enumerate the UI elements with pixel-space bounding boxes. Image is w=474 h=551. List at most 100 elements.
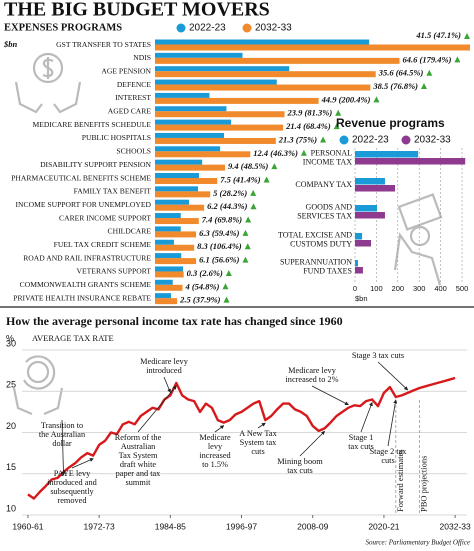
change-label: 6.2 (44.3%)	[207, 201, 248, 211]
annotation-arrow	[377, 361, 409, 391]
annotation: increased	[199, 451, 231, 460]
annotation: Tax System	[119, 451, 158, 460]
category-label: INTEREST	[115, 93, 151, 102]
bar	[155, 279, 173, 285]
annotation-arrow	[71, 458, 94, 469]
change-label: 6.3 (59.4%)	[199, 228, 240, 238]
x-tick-label: 1996-97	[226, 521, 257, 531]
increase-marker	[335, 109, 342, 116]
change-label: 38.5 (76.8%)	[372, 81, 418, 91]
increase-marker	[242, 256, 249, 263]
y-axis-label: %	[6, 333, 14, 343]
change-label: 6.1 (56.6%)	[199, 255, 240, 265]
bar	[155, 173, 199, 178]
annotation: Stage 3 tax cuts	[352, 351, 404, 360]
bar	[155, 151, 251, 158]
annotation: System tax	[240, 438, 277, 447]
category-label: GOODS AND	[306, 202, 353, 211]
category-label: PHARMACEUTICAL BENEFITS SCHEME	[11, 173, 151, 182]
change-label: 4 (54.8%)	[184, 281, 219, 291]
bar	[155, 213, 181, 219]
category-label: GST TRANSFER TO STATES	[56, 40, 151, 49]
bar	[155, 164, 226, 171]
annotation: paper and tax	[116, 469, 162, 478]
x-tick-label: 2020-21	[368, 521, 399, 531]
annotation: draft white	[120, 460, 156, 469]
annotation: Stage 2 tax	[370, 447, 408, 456]
y-tick-label: 25	[6, 380, 16, 390]
bar	[155, 258, 197, 265]
x-tick-label: 400	[434, 284, 447, 293]
change-label: 44.9 (200.4%)	[321, 94, 371, 104]
bar	[155, 298, 178, 305]
category-label: ROAD AND RAIL INFRASTRUCTURE	[23, 253, 151, 262]
source-note: Source: Parliamentary Budget Office	[365, 539, 470, 547]
increase-marker	[244, 243, 251, 250]
annotation-arrow	[257, 422, 266, 429]
page-title: THE BIG BUDGET MOVERS	[4, 0, 270, 21]
annotation: to 1.5%	[202, 460, 228, 469]
bar	[155, 97, 319, 104]
change-label: 35.6 (64.5%)	[378, 68, 424, 78]
annotation: Medicare	[199, 433, 231, 442]
increase-marker	[225, 269, 232, 276]
legend-label: 2032-33	[414, 135, 451, 146]
annotation: dollar	[52, 439, 72, 448]
bar	[155, 191, 211, 198]
annotation: tax cuts	[348, 442, 374, 451]
bar	[155, 239, 174, 245]
bar	[155, 71, 376, 78]
change-label: 7.5 (41.4%)	[220, 174, 261, 184]
annotation-arrow	[360, 401, 373, 433]
x-tick-label: 200	[392, 284, 405, 293]
x-tick-label: 1960-61	[12, 521, 43, 531]
legend-label: 2022-23	[352, 135, 389, 146]
bar	[355, 260, 358, 267]
annotation: removed	[57, 496, 87, 505]
category-label: AGE PENSION	[101, 66, 151, 75]
bar	[155, 106, 227, 112]
category-label: SUPERANNUATION	[280, 257, 352, 266]
x-tick-label: 2008-09	[297, 521, 328, 531]
bar	[355, 240, 372, 247]
category-label: DEFENCE	[117, 80, 152, 89]
annotation: subsequently	[50, 487, 94, 496]
annotation: tax cuts	[287, 466, 313, 475]
annotation-arrow	[61, 419, 66, 476]
change-label: 8.3 (106.4%)	[197, 241, 242, 251]
x-tick-label: 500	[456, 284, 469, 293]
x-tick-label: 1984-85	[155, 521, 186, 531]
bar	[155, 284, 183, 291]
change-label: 5 (28.2%)	[213, 188, 247, 198]
annotation: PAYE levy	[54, 469, 91, 478]
annotation-arrow	[387, 399, 398, 447]
increase-marker	[420, 83, 427, 90]
increase-marker	[271, 163, 278, 170]
annotation: Mining boom	[277, 457, 323, 466]
bar	[155, 132, 225, 138]
change-label: 64.6 (179.4%)	[403, 54, 452, 64]
change-label: 7.4 (69.8%)	[202, 215, 243, 225]
bar	[155, 57, 400, 64]
chart-subtitle: AVERAGE TAX RATE	[32, 333, 114, 343]
period-label: Forward estimates	[395, 449, 405, 512]
annotation-arrow	[163, 376, 171, 393]
category-label: PRIVATE HEALTH INSURANCE REBATE	[13, 293, 151, 302]
increase-marker	[250, 203, 257, 210]
chart-title: Revenue programs	[336, 116, 445, 130]
bar	[155, 92, 210, 98]
legend-swatch	[339, 135, 349, 145]
increase-marker	[250, 189, 257, 196]
change-label: 21.4 (68.4%)	[285, 121, 331, 131]
bar	[155, 253, 182, 259]
change-label: 12.4 (46.3%)	[253, 148, 298, 158]
annotation: Stage 1	[349, 433, 374, 442]
bar	[155, 244, 195, 251]
x-tick-label: 100	[370, 284, 383, 293]
category-label: FUEL TAX CREDIT SCHEME	[54, 240, 152, 249]
bar	[155, 293, 172, 299]
category-label: INCOME TAX	[303, 157, 352, 166]
annotation: introduced and	[47, 478, 97, 487]
y-tick-label: 30	[6, 338, 16, 348]
